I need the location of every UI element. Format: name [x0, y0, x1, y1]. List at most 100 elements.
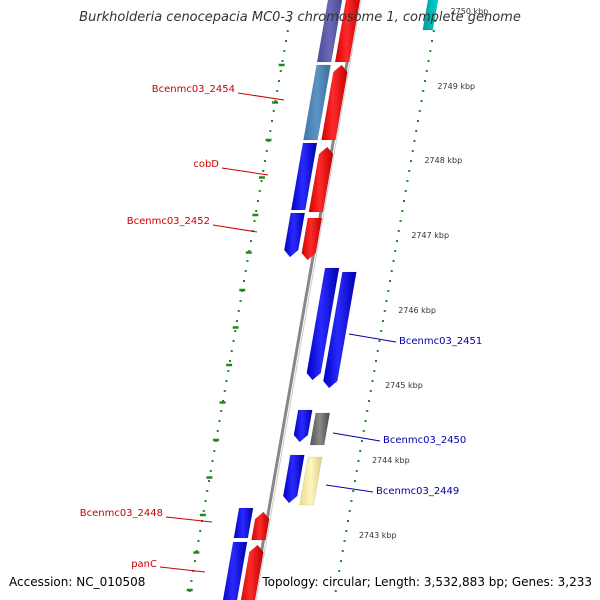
gene-label[interactable]: cobD — [193, 159, 219, 170]
gene-forward-cobd[interactable] — [308, 146, 334, 213]
gene-label[interactable]: Bcenmc03_2454 — [152, 84, 235, 95]
gene-bcenmc03-2452[interactable] — [283, 212, 306, 258]
tick-dot — [243, 280, 245, 282]
tick-dot — [385, 300, 388, 302]
tick-dot — [281, 60, 284, 62]
gene-bcenmc03-2449-b[interactable] — [299, 456, 323, 506]
tick-dot — [278, 80, 280, 82]
tick-dot — [204, 500, 207, 502]
gene-bcenmc03-2450-b[interactable] — [309, 412, 331, 446]
tick-dot — [236, 320, 238, 322]
gene-forward-2454[interactable] — [321, 64, 348, 141]
tick-dot — [368, 400, 370, 402]
tick-dot — [392, 260, 395, 262]
gene-bcenmc03-2449-a[interactable] — [282, 454, 305, 504]
tick-dot — [420, 100, 423, 102]
tick-dot — [218, 420, 221, 422]
tick-dot — [408, 170, 411, 172]
gene-label[interactable]: Bcenmc03_2449 — [376, 486, 459, 497]
tick-dot — [348, 510, 351, 512]
gene-label[interactable]: Bcenmc03_2448 — [80, 508, 163, 519]
gene-label[interactable]: panC — [131, 559, 157, 570]
tick-dot — [424, 80, 426, 82]
tick-dot — [334, 590, 337, 592]
tick-dot — [190, 580, 193, 582]
tick-dot — [279, 70, 282, 72]
tick-dot — [427, 60, 430, 62]
tick-label: 2748 kbp — [424, 156, 462, 165]
tick-labels: 2750 kbp 2749 kbp 2748 kbp 2747 kbp 2746 kbp… — [359, 7, 488, 540]
gene-bcenmc03-2455[interactable] — [316, 0, 343, 63]
gene-label-leader — [332, 432, 381, 442]
tick-dot — [422, 90, 425, 92]
tick-dot — [283, 50, 286, 52]
tick-dot — [376, 350, 379, 352]
tick-dot — [269, 130, 272, 132]
tick-dot — [432, 30, 435, 32]
gene-label[interactable]: Bcenmc03_2451 — [399, 336, 482, 347]
tick-label: 2750 kbp — [451, 7, 489, 16]
tick-dot — [211, 460, 214, 462]
tick-label: 2743 kbp — [359, 531, 397, 540]
tick-dot — [341, 550, 344, 552]
tick-dot — [232, 340, 235, 342]
tick-dot — [401, 210, 404, 212]
gene-label[interactable]: Bcenmc03_2452 — [127, 216, 210, 227]
tick-dot — [265, 150, 268, 152]
tick-dot — [246, 260, 249, 262]
gene-panc[interactable] — [221, 541, 248, 600]
tick-dot — [195, 550, 198, 552]
tick-dot — [425, 70, 428, 72]
tick-dot — [343, 540, 346, 542]
gene-cobd[interactable] — [290, 142, 318, 211]
tick-dot — [380, 330, 383, 332]
tick-dot — [338, 570, 341, 572]
tick-dot — [286, 30, 289, 32]
tick-dot — [234, 330, 237, 332]
gene-bcenmc03-2448[interactable] — [233, 507, 254, 539]
tick-dot — [350, 500, 353, 502]
tick-dot — [403, 200, 405, 202]
tick-dot — [194, 560, 196, 562]
tick-dot — [387, 290, 390, 292]
gene-forward-2452[interactable] — [301, 217, 323, 261]
gene-labels: Bcenmc03_2454 cobD Bcenmc03_2452 Bcenmc03_2… — [80, 84, 482, 573]
gene-forward-top[interactable] — [334, 0, 361, 63]
tick-dot — [272, 110, 275, 112]
gene-teal-top[interactable] — [422, 0, 439, 31]
gene-label[interactable]: Bcenmc03_2450 — [383, 435, 466, 446]
tick-label: 2744 kbp — [372, 456, 410, 465]
gene-bcenmc03-2454[interactable] — [303, 64, 331, 141]
tick-dot — [397, 230, 400, 232]
tick-dot — [222, 400, 224, 402]
gene-bcenmc03-2451-b[interactable] — [323, 271, 357, 389]
tick-dot — [239, 300, 242, 302]
tick-dot — [248, 250, 251, 252]
tick-dot — [223, 390, 226, 392]
tick-dot — [352, 490, 355, 492]
tick-dot — [355, 470, 358, 472]
topology-label: Topology: circular; Length: 3,532,883 bp… — [262, 575, 592, 589]
tick-dot — [364, 420, 367, 422]
gene-bcenmc03-2450-a[interactable] — [293, 409, 313, 443]
gene-label-leader — [159, 566, 206, 573]
tick-dot — [404, 190, 407, 192]
tick-dot — [220, 410, 223, 412]
tick-dot — [389, 280, 391, 282]
tick-dot — [340, 560, 342, 562]
tick-dot — [285, 40, 287, 42]
tick-dot — [375, 360, 377, 362]
tick-dot — [418, 110, 421, 112]
gene-bcenmc03-2451-a[interactable] — [306, 267, 340, 381]
gene-forward-2448[interactable] — [251, 511, 270, 541]
gene-forward-panc[interactable] — [239, 544, 264, 600]
tick-dot — [197, 540, 200, 542]
tick-dot — [237, 310, 240, 312]
tick-dot — [227, 370, 230, 372]
tick-dot — [225, 380, 228, 382]
tick-dot — [257, 200, 259, 202]
tick-dot — [429, 50, 432, 52]
tick-label: 2747 kbp — [411, 231, 449, 240]
tick-dot — [274, 100, 277, 102]
tick-dot — [255, 210, 258, 212]
